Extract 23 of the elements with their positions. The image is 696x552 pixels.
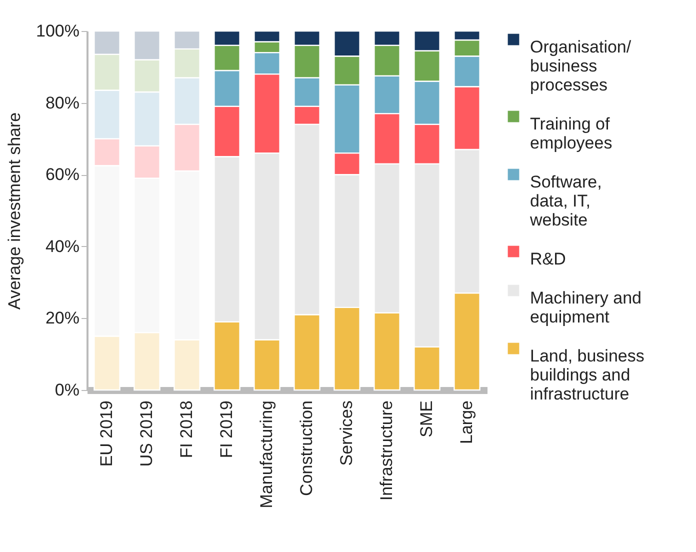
x-tick-label: US 2019 <box>137 400 156 467</box>
x-tick-label: Services <box>337 400 356 466</box>
x-tick-label: Construction <box>297 400 316 496</box>
y-tick-label: 80% <box>45 93 80 112</box>
y-tick-label: 40% <box>45 236 80 256</box>
legend-label: Machinery and equipment <box>530 288 642 326</box>
x-tick-label: FI 2018 <box>177 400 196 458</box>
y-axis-title: Average investment share <box>5 112 24 310</box>
x-tick-label: SME <box>417 400 436 438</box>
x-tick-label: Manufacturing <box>257 400 276 508</box>
y-tick-label: 0% <box>54 380 80 400</box>
y-tick-label: 60% <box>45 165 80 184</box>
legend-label: R&D <box>530 250 566 268</box>
y-tick-label: 100% <box>36 22 80 40</box>
x-tick-label: FI 2019 <box>217 400 236 458</box>
x-tick-label: Infrastructure <box>377 400 396 501</box>
x-tick-label: EU 2019 <box>97 400 116 467</box>
x-tick-label: Large <box>457 400 476 444</box>
y-tick-label: 20% <box>45 308 80 328</box>
legend-label: Software, data, IT, website <box>529 172 602 230</box>
legend-label: Organisation/ business processes <box>530 38 632 94</box>
legend-label: Land, business buildings and infrastructure <box>530 346 644 404</box>
legend-label: Training of employees <box>530 114 612 152</box>
